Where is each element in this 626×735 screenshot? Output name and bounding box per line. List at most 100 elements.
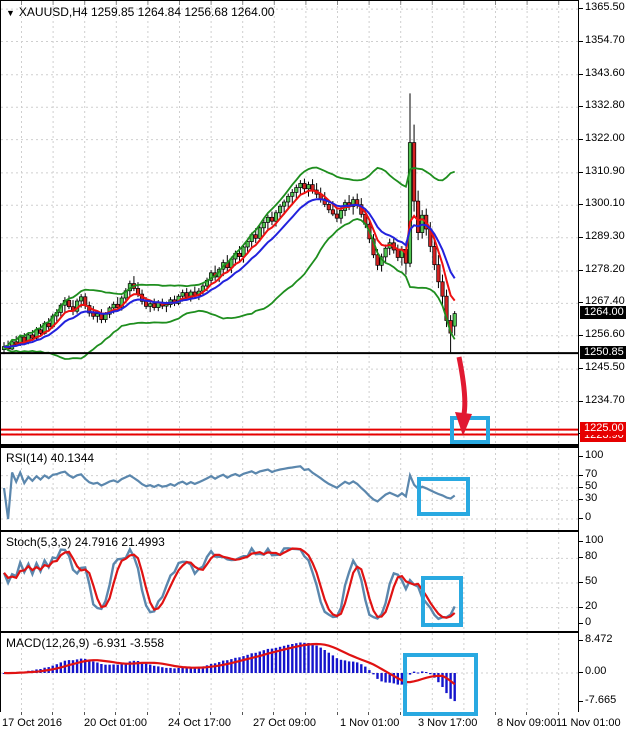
price-axis[interactable]: 1365.50 1354.70 1343.60 1332.80 1322.00 1310.… — [579, 0, 626, 712]
time-tick-mark — [146, 712, 148, 715]
rsi-panel[interactable]: RSI(14) 40.1344 — [0, 447, 579, 531]
scale-tick-mark — [579, 171, 583, 173]
macd-tick-label: 0.00 — [585, 665, 607, 677]
price-tick-label: 1245.50 — [585, 361, 625, 374]
time-tick-mark — [241, 712, 243, 715]
time-tick-label: 27 Oct 09:00 — [253, 717, 316, 729]
time-tick-mark — [336, 712, 338, 715]
scale-tick-mark — [579, 8, 583, 10]
stoch-tick-label: 50 — [585, 575, 598, 587]
macd-panel[interactable]: MACD(12,26,9) -6.931 -3.558 — [0, 632, 579, 713]
stoch-tick-label: 100 — [585, 534, 604, 546]
time-tick-mark — [304, 712, 306, 715]
scale-tick-mark — [579, 368, 583, 370]
support-price-label: 1250.85 — [580, 345, 626, 359]
macd-label: MACD(12,26,9) -6.931 -3.558 — [6, 636, 165, 650]
price-tick-label: 1310.90 — [585, 164, 625, 177]
stoch-tick-label: 20 — [585, 599, 598, 612]
time-tick-mark — [178, 712, 180, 715]
price-tick-label: 1234.70 — [585, 393, 625, 406]
target-price-label: 1225.00 — [580, 422, 626, 436]
price-tick-label: 1343.60 — [585, 66, 625, 79]
scale-tick-mark — [579, 106, 583, 108]
time-tick-label: 8 Nov 09:00 — [497, 717, 557, 729]
price-tick-label: 1278.20 — [585, 263, 625, 275]
time-tick-label: 24 Oct 17:00 — [168, 717, 231, 729]
time-tick-mark — [20, 712, 22, 715]
time-tick-mark — [494, 712, 496, 715]
scale-tick-mark — [579, 400, 583, 402]
rsi-tick-label: 50 — [585, 480, 598, 492]
highlight-rect-macd-box[interactable] — [403, 653, 478, 716]
price-tick-label: 1365.50 — [585, 1, 625, 14]
scale-tick-mark — [579, 302, 583, 304]
macd-tick-label: -7.665 — [585, 693, 617, 706]
scale-tick-mark — [579, 672, 583, 673]
scale-tick-mark — [579, 474, 583, 476]
macd-tick-label: 8.472 — [585, 632, 613, 645]
time-tick-mark — [83, 712, 85, 715]
scale-tick-mark — [579, 499, 583, 501]
scale-tick-mark — [579, 138, 583, 140]
scale-tick-mark — [579, 334, 583, 336]
time-tick-label: 1 Nov 01:00 — [340, 717, 400, 729]
rsi-tick-label: 30 — [585, 492, 598, 505]
scale-tick-mark — [579, 639, 583, 641]
highlight-rect-rsi-box[interactable] — [417, 477, 470, 516]
macd-canvas[interactable] — [1, 633, 578, 712]
scale-tick-mark — [579, 487, 583, 488]
scale-tick-mark — [579, 557, 583, 559]
time-tick-mark — [557, 712, 559, 715]
price-tick-label: 1256.60 — [585, 327, 625, 340]
scale-tick-mark — [579, 40, 583, 42]
scale-tick-mark — [579, 204, 583, 206]
time-tick-label: 3 Nov 17:00 — [418, 717, 478, 729]
price-tick-label: 1354.70 — [585, 33, 625, 46]
rsi-tick-label: 100 — [585, 449, 604, 461]
time-tick-mark — [210, 712, 212, 715]
time-tick-mark — [52, 712, 54, 715]
symbol-ohlc-text: XAUUSD,H4 1259.85 1264.84 1256.68 1264.0… — [18, 5, 275, 19]
scale-tick-mark — [579, 518, 583, 519]
scale-tick-mark — [579, 73, 583, 75]
time-tick-label: 11 Nov 01:00 — [556, 717, 621, 729]
price-tick-label: 1300.10 — [585, 197, 625, 210]
symbol-ohlc-label: ▼ XAUUSD,H4 1259.85 1264.84 1256.68 1264.… — [6, 5, 274, 19]
stochastic-canvas[interactable] — [1, 532, 578, 631]
time-tick-label: 20 Oct 01:00 — [84, 717, 147, 729]
stoch-tick-label: 0 — [585, 616, 592, 628]
stoch-tick-label: 80 — [585, 550, 598, 563]
time-tick-mark — [368, 712, 370, 715]
bid-price-label: 1264.00 — [580, 306, 626, 320]
time-tick-label: 17 Oct 2016 — [2, 717, 62, 729]
rsi-canvas[interactable] — [1, 448, 578, 530]
scale-tick-mark — [579, 582, 583, 583]
scale-tick-mark — [579, 541, 583, 542]
time-tick-mark — [115, 712, 117, 715]
symbol-dropdown-icon[interactable]: ▼ — [6, 8, 15, 18]
price-tick-label: 1289.30 — [585, 229, 625, 242]
scale-tick-mark — [579, 236, 583, 238]
scale-tick-mark — [579, 270, 583, 271]
highlight-rect-main-target-box[interactable] — [450, 416, 490, 444]
main-chart-panel[interactable]: ▼ XAUUSD,H4 1259.85 1264.84 1256.68 1264.… — [0, 0, 579, 447]
price-tick-label: 1322.00 — [585, 131, 625, 144]
scale-tick-mark — [579, 456, 583, 457]
rsi-tick-label: 70 — [585, 467, 598, 480]
time-tick-mark — [399, 712, 401, 715]
scale-tick-mark — [579, 623, 583, 624]
stochastic-panel[interactable]: Stoch(5,3,3) 24.7916 21.4993 — [0, 531, 579, 632]
scale-tick-mark — [579, 700, 583, 702]
highlight-rect-stoch-box[interactable] — [421, 576, 463, 627]
price-tick-label: 1267.40 — [585, 295, 625, 308]
rsi-label: RSI(14) 40.1344 — [6, 451, 95, 465]
time-tick-mark — [273, 712, 275, 715]
time-axis[interactable]: 17 Oct 2016 20 Oct 01:00 24 Oct 17:00 27 Oc… — [0, 712, 626, 735]
time-tick-mark — [526, 712, 528, 715]
price-tick-label: 1332.80 — [585, 99, 625, 112]
scale-tick-mark — [579, 606, 583, 608]
price-chart-canvas[interactable] — [1, 1, 578, 444]
rsi-tick-label: 0 — [585, 511, 592, 523]
stochastic-label: Stoch(5,3,3) 24.7916 21.4993 — [6, 535, 165, 549]
